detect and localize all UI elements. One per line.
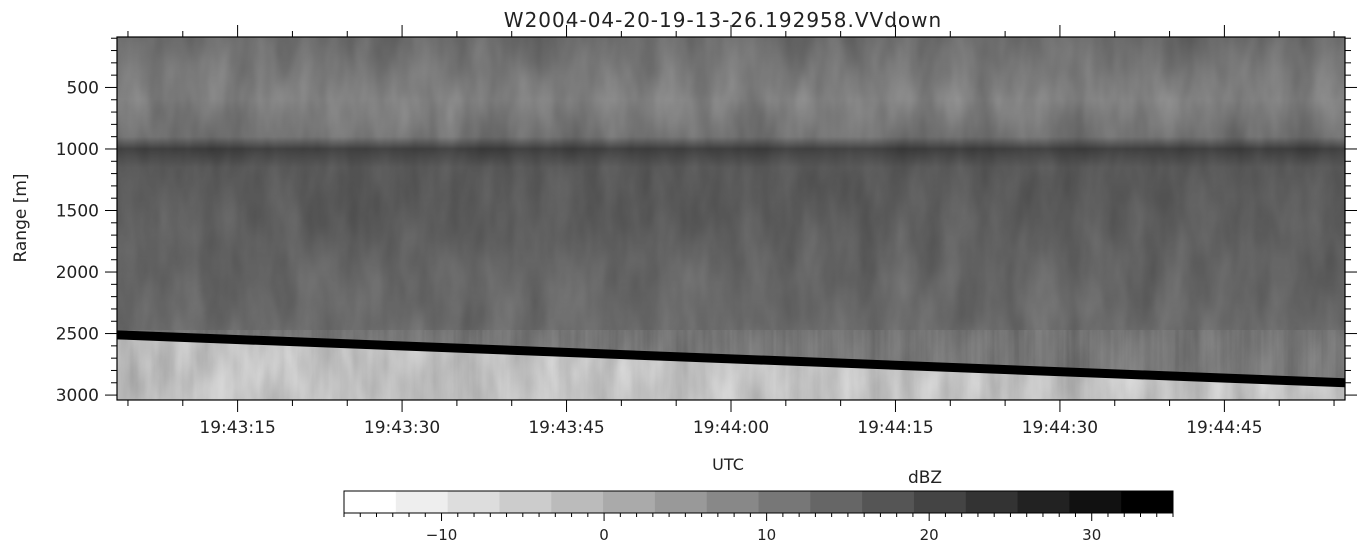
- heatmap-plot: [117, 37, 1345, 400]
- colorbar-tick-label-4: 30: [1082, 526, 1101, 544]
- colorbar-ticks: −10 0 10 20 30: [343, 513, 1174, 544]
- colorbar-tick-label-2: 10: [757, 526, 776, 544]
- colorbar-tick-label-0: −10: [426, 526, 458, 544]
- x-tick-label-0: 19:43:15: [199, 418, 275, 438]
- y-tick-label-5: 3000: [56, 386, 99, 406]
- x-tick-label-3: 19:44:00: [693, 418, 769, 438]
- colorbar-swatch-6: [654, 491, 708, 513]
- colorbar-swatch-10: [862, 491, 915, 513]
- colorbar: [344, 491, 1174, 513]
- y-tick-label-3: 2000: [56, 263, 99, 283]
- y-tick-label-2: 1500: [56, 202, 99, 222]
- y-tick-label-4: 2500: [56, 325, 99, 345]
- y-axis-ticks: 500 1000 1500 2000 2500 3000: [56, 37, 1357, 406]
- x-tick-label-1: 19:43:30: [364, 418, 440, 438]
- colorbar-tick-label-3: 20: [920, 526, 939, 544]
- colorbar-swatch-9: [810, 491, 863, 513]
- colorbar-swatch-7: [706, 491, 759, 513]
- y-axis-title: Range [m]: [11, 173, 31, 262]
- colorbar-swatch-13: [1017, 491, 1070, 513]
- colorbar-swatch-8: [758, 491, 811, 513]
- colorbar-frame: [343, 490, 1174, 514]
- colorbar-swatch-11: [913, 491, 967, 513]
- surface-echo-band: [117, 330, 1345, 388]
- colorbar-swatch-0: [344, 491, 397, 513]
- x-axis-ticks: 19:43:15 19:43:30 19:43:45 19:44:00 19:44:15…: [127, 25, 1335, 438]
- colorbar-swatch-1: [395, 491, 449, 513]
- colorbar-swatch-14: [1069, 491, 1122, 513]
- x-tick-label-6: 19:44:45: [1186, 418, 1262, 438]
- x-tick-label-4: 19:44:15: [857, 418, 933, 438]
- colorbar-swatch-5: [603, 491, 656, 513]
- colorbar-swatch-12: [965, 491, 1019, 513]
- y-tick-label-0: 500: [67, 78, 99, 98]
- x-tick-label-2: 19:43:45: [528, 418, 604, 438]
- y-tick-label-1: 1000: [56, 140, 99, 160]
- colorbar-swatch-2: [447, 491, 500, 513]
- x-tick-label-5: 19:44:30: [1022, 418, 1098, 438]
- x-axis-title: UTC: [712, 455, 744, 474]
- colorbar-swatch-15: [1121, 491, 1174, 513]
- chart-title: W2004-04-20-19-13-26.192958.VVdown: [504, 8, 942, 32]
- colorbar-tick-label-1: 0: [599, 526, 609, 544]
- colorbar-swatch-3: [499, 491, 552, 513]
- colorbar-label: dBZ: [908, 468, 942, 488]
- colorbar-swatch-4: [551, 491, 604, 513]
